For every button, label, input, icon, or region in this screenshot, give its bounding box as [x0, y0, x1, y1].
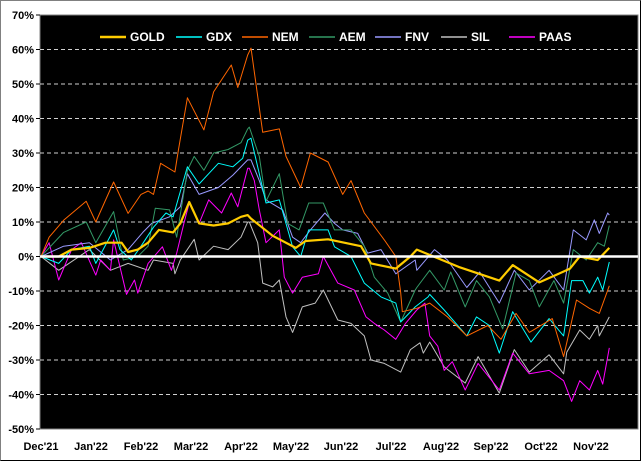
legend: GOLD GDX NEM AEM FNV SIL PAAS [100, 30, 571, 44]
x-tick-label: Nov'22 [573, 441, 609, 453]
series-line-gdx [40, 137, 610, 354]
legend-label: SIL [471, 30, 490, 44]
legend-item-paas: PAAS [509, 30, 571, 44]
x-tick-label: Jun'22 [324, 441, 358, 453]
y-tick-label: 30% [12, 148, 34, 160]
x-axis: Dec'21 Jan'22 Feb'22 Mar'22 Apr'22 May'22 Jun'… [23, 441, 608, 453]
legend-item-gold: GOLD [100, 30, 165, 44]
series-line-aem [40, 126, 610, 330]
series-line-nem [40, 47, 610, 358]
legend-label: AEM [339, 30, 366, 44]
x-tick-label: Sep'22 [473, 441, 508, 453]
series-line-fnv [40, 159, 610, 304]
x-tick-label: Jul'22 [376, 441, 407, 453]
legend-label: GDX [206, 30, 232, 44]
series-line-sil [40, 221, 610, 394]
plot-area [39, 14, 639, 430]
y-tick-label: -40% [8, 390, 34, 402]
x-tick-label: Aug'22 [423, 441, 459, 453]
legend-item-nem: NEM [242, 30, 299, 44]
x-tick-label: Jan'22 [74, 441, 108, 453]
series-line-paas [40, 167, 610, 402]
series-lines [40, 47, 611, 402]
x-tick-label: Apr'22 [224, 441, 258, 453]
x-tick-label: Mar'22 [174, 441, 208, 453]
gridlines [40, 49, 638, 395]
legend-label: GOLD [130, 30, 165, 44]
y-tick-label: -10% [8, 286, 34, 298]
y-tick-label: 70% [12, 10, 34, 22]
y-tick-label: 20% [12, 183, 34, 195]
x-tick-label: Dec'21 [23, 441, 58, 453]
legend-label: FNV [405, 30, 429, 44]
x-tick-label: May'22 [273, 441, 309, 453]
series-line-gold [41, 200, 611, 284]
legend-item-sil: SIL [441, 30, 490, 44]
y-tick-label: -30% [8, 355, 34, 367]
legend-label: NEM [272, 30, 299, 44]
y-tick-label: -50% [8, 424, 34, 436]
y-tick-label: -20% [8, 321, 34, 333]
legend-item-gdx: GDX [176, 30, 232, 44]
y-axis: 70% 60% 50% 40% 30% 20% 10% 0% -10% -20% -30% -40% -… [8, 10, 40, 436]
legend-item-fnv: FNV [375, 30, 429, 44]
y-tick-label: 0% [18, 252, 34, 264]
legend-item-aem: AEM [309, 30, 366, 44]
x-tick-label: Oct'22 [524, 441, 557, 453]
y-tick-label: 50% [12, 79, 34, 91]
legend-label: PAAS [539, 30, 571, 44]
x-tick-label: Feb'22 [124, 441, 158, 453]
y-tick-label: 40% [12, 114, 34, 126]
y-tick-label: 10% [12, 217, 34, 229]
y-tick-label: 60% [12, 45, 34, 57]
